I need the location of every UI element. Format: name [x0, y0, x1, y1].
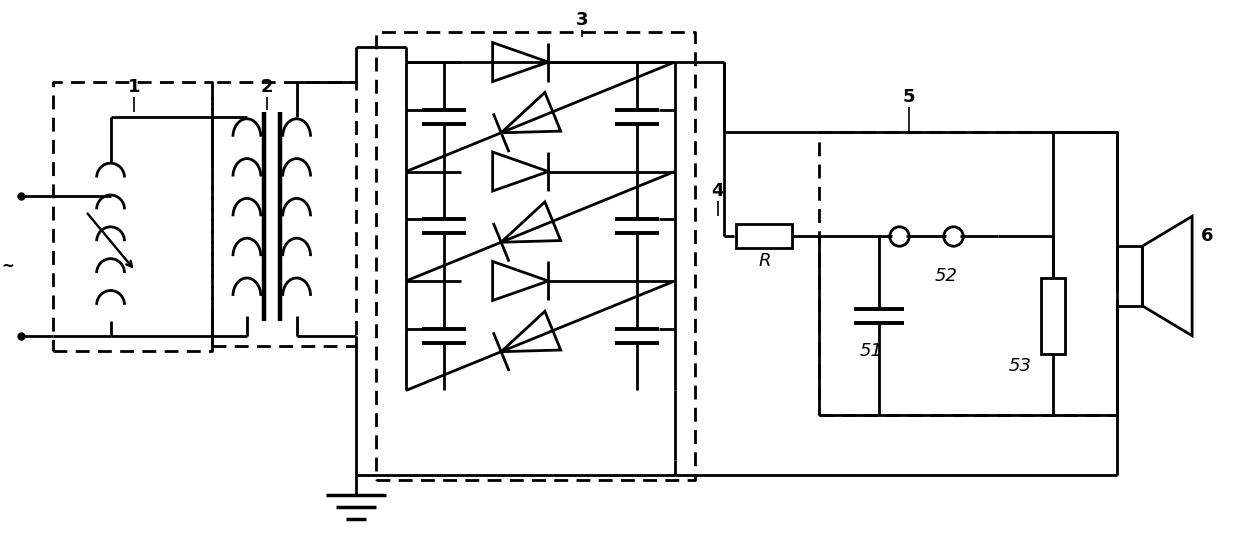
- Bar: [1040, 278, 1065, 354]
- Bar: [1117, 246, 1142, 306]
- Text: 53: 53: [1008, 356, 1032, 375]
- Text: 4: 4: [712, 182, 724, 201]
- Text: 2: 2: [260, 78, 273, 96]
- Text: 51: 51: [859, 342, 882, 360]
- Text: 1: 1: [128, 78, 140, 96]
- Text: ~: ~: [1, 258, 15, 273]
- Bar: [737, 224, 792, 248]
- Text: 5: 5: [903, 88, 915, 106]
- Text: 6: 6: [1200, 227, 1213, 245]
- Text: R: R: [758, 252, 770, 270]
- Text: 3: 3: [575, 11, 589, 29]
- Text: 52: 52: [935, 267, 957, 285]
